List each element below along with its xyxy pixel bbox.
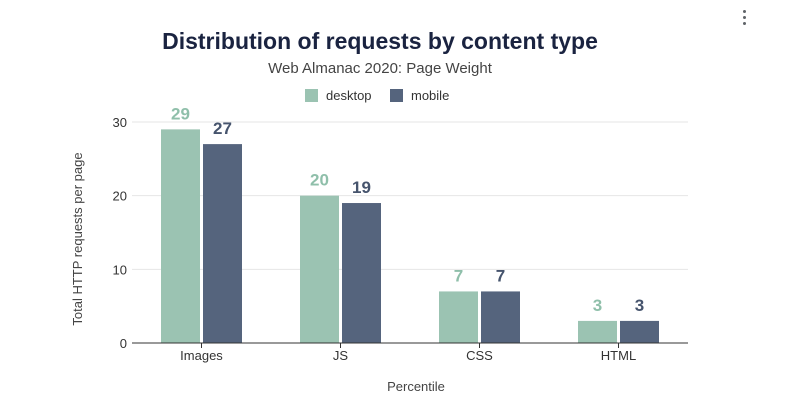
bar-desktop-js xyxy=(300,195,339,343)
y-tick-label: 10 xyxy=(113,262,127,277)
y-axis-title: Total HTTP requests per page xyxy=(70,152,85,325)
bar-mobile-html xyxy=(620,320,659,343)
bar-desktop-images xyxy=(161,129,200,343)
data-label-desktop-html: 3 xyxy=(593,296,602,315)
more-vert-icon-dot xyxy=(742,15,746,19)
more-vert-icon-dot xyxy=(742,21,746,25)
legend-swatch-mobile xyxy=(390,89,403,102)
bar-mobile-images xyxy=(203,144,242,343)
more-vert-icon-dot xyxy=(742,9,746,13)
y-tick-label: 20 xyxy=(113,189,127,204)
data-label-mobile-css: 7 xyxy=(496,266,505,285)
data-label-desktop-js: 20 xyxy=(310,171,329,190)
chart-title: Distribution of requests by content type xyxy=(162,28,598,54)
data-label-mobile-js: 19 xyxy=(352,178,371,197)
x-tick-label-css: CSS xyxy=(466,348,493,363)
y-tick-label: 30 xyxy=(113,115,127,130)
data-label-desktop-images: 29 xyxy=(171,104,190,123)
bar-desktop-html xyxy=(578,320,617,343)
bar-desktop-css xyxy=(439,291,478,343)
bars xyxy=(161,129,659,343)
y-axis-ticks: 0 10 20 30 xyxy=(113,115,127,351)
more-options-menu[interactable] xyxy=(733,6,755,28)
x-tick-label-js: JS xyxy=(333,348,349,363)
data-label-mobile-html: 3 xyxy=(635,296,644,315)
x-tick-label-html: HTML xyxy=(601,348,636,363)
chart-subtitle: Web Almanac 2020: Page Weight xyxy=(268,60,493,77)
x-axis-title: Percentile xyxy=(387,379,445,394)
data-labels: 29 27 20 19 7 7 3 3 xyxy=(171,104,644,315)
legend-swatch-desktop xyxy=(305,89,318,102)
legend-label-mobile: mobile xyxy=(411,88,449,103)
data-label-desktop-css: 7 xyxy=(454,266,463,285)
bar-mobile-js xyxy=(342,203,381,343)
y-tick-label: 0 xyxy=(120,336,127,351)
x-axis-ticks: Images JS CSS HTML xyxy=(180,343,636,363)
data-label-mobile-images: 27 xyxy=(213,119,232,138)
legend: desktop mobile xyxy=(305,88,449,103)
legend-label-desktop: desktop xyxy=(326,88,372,103)
x-tick-label-images: Images xyxy=(180,348,223,363)
bar-mobile-css xyxy=(481,291,520,343)
